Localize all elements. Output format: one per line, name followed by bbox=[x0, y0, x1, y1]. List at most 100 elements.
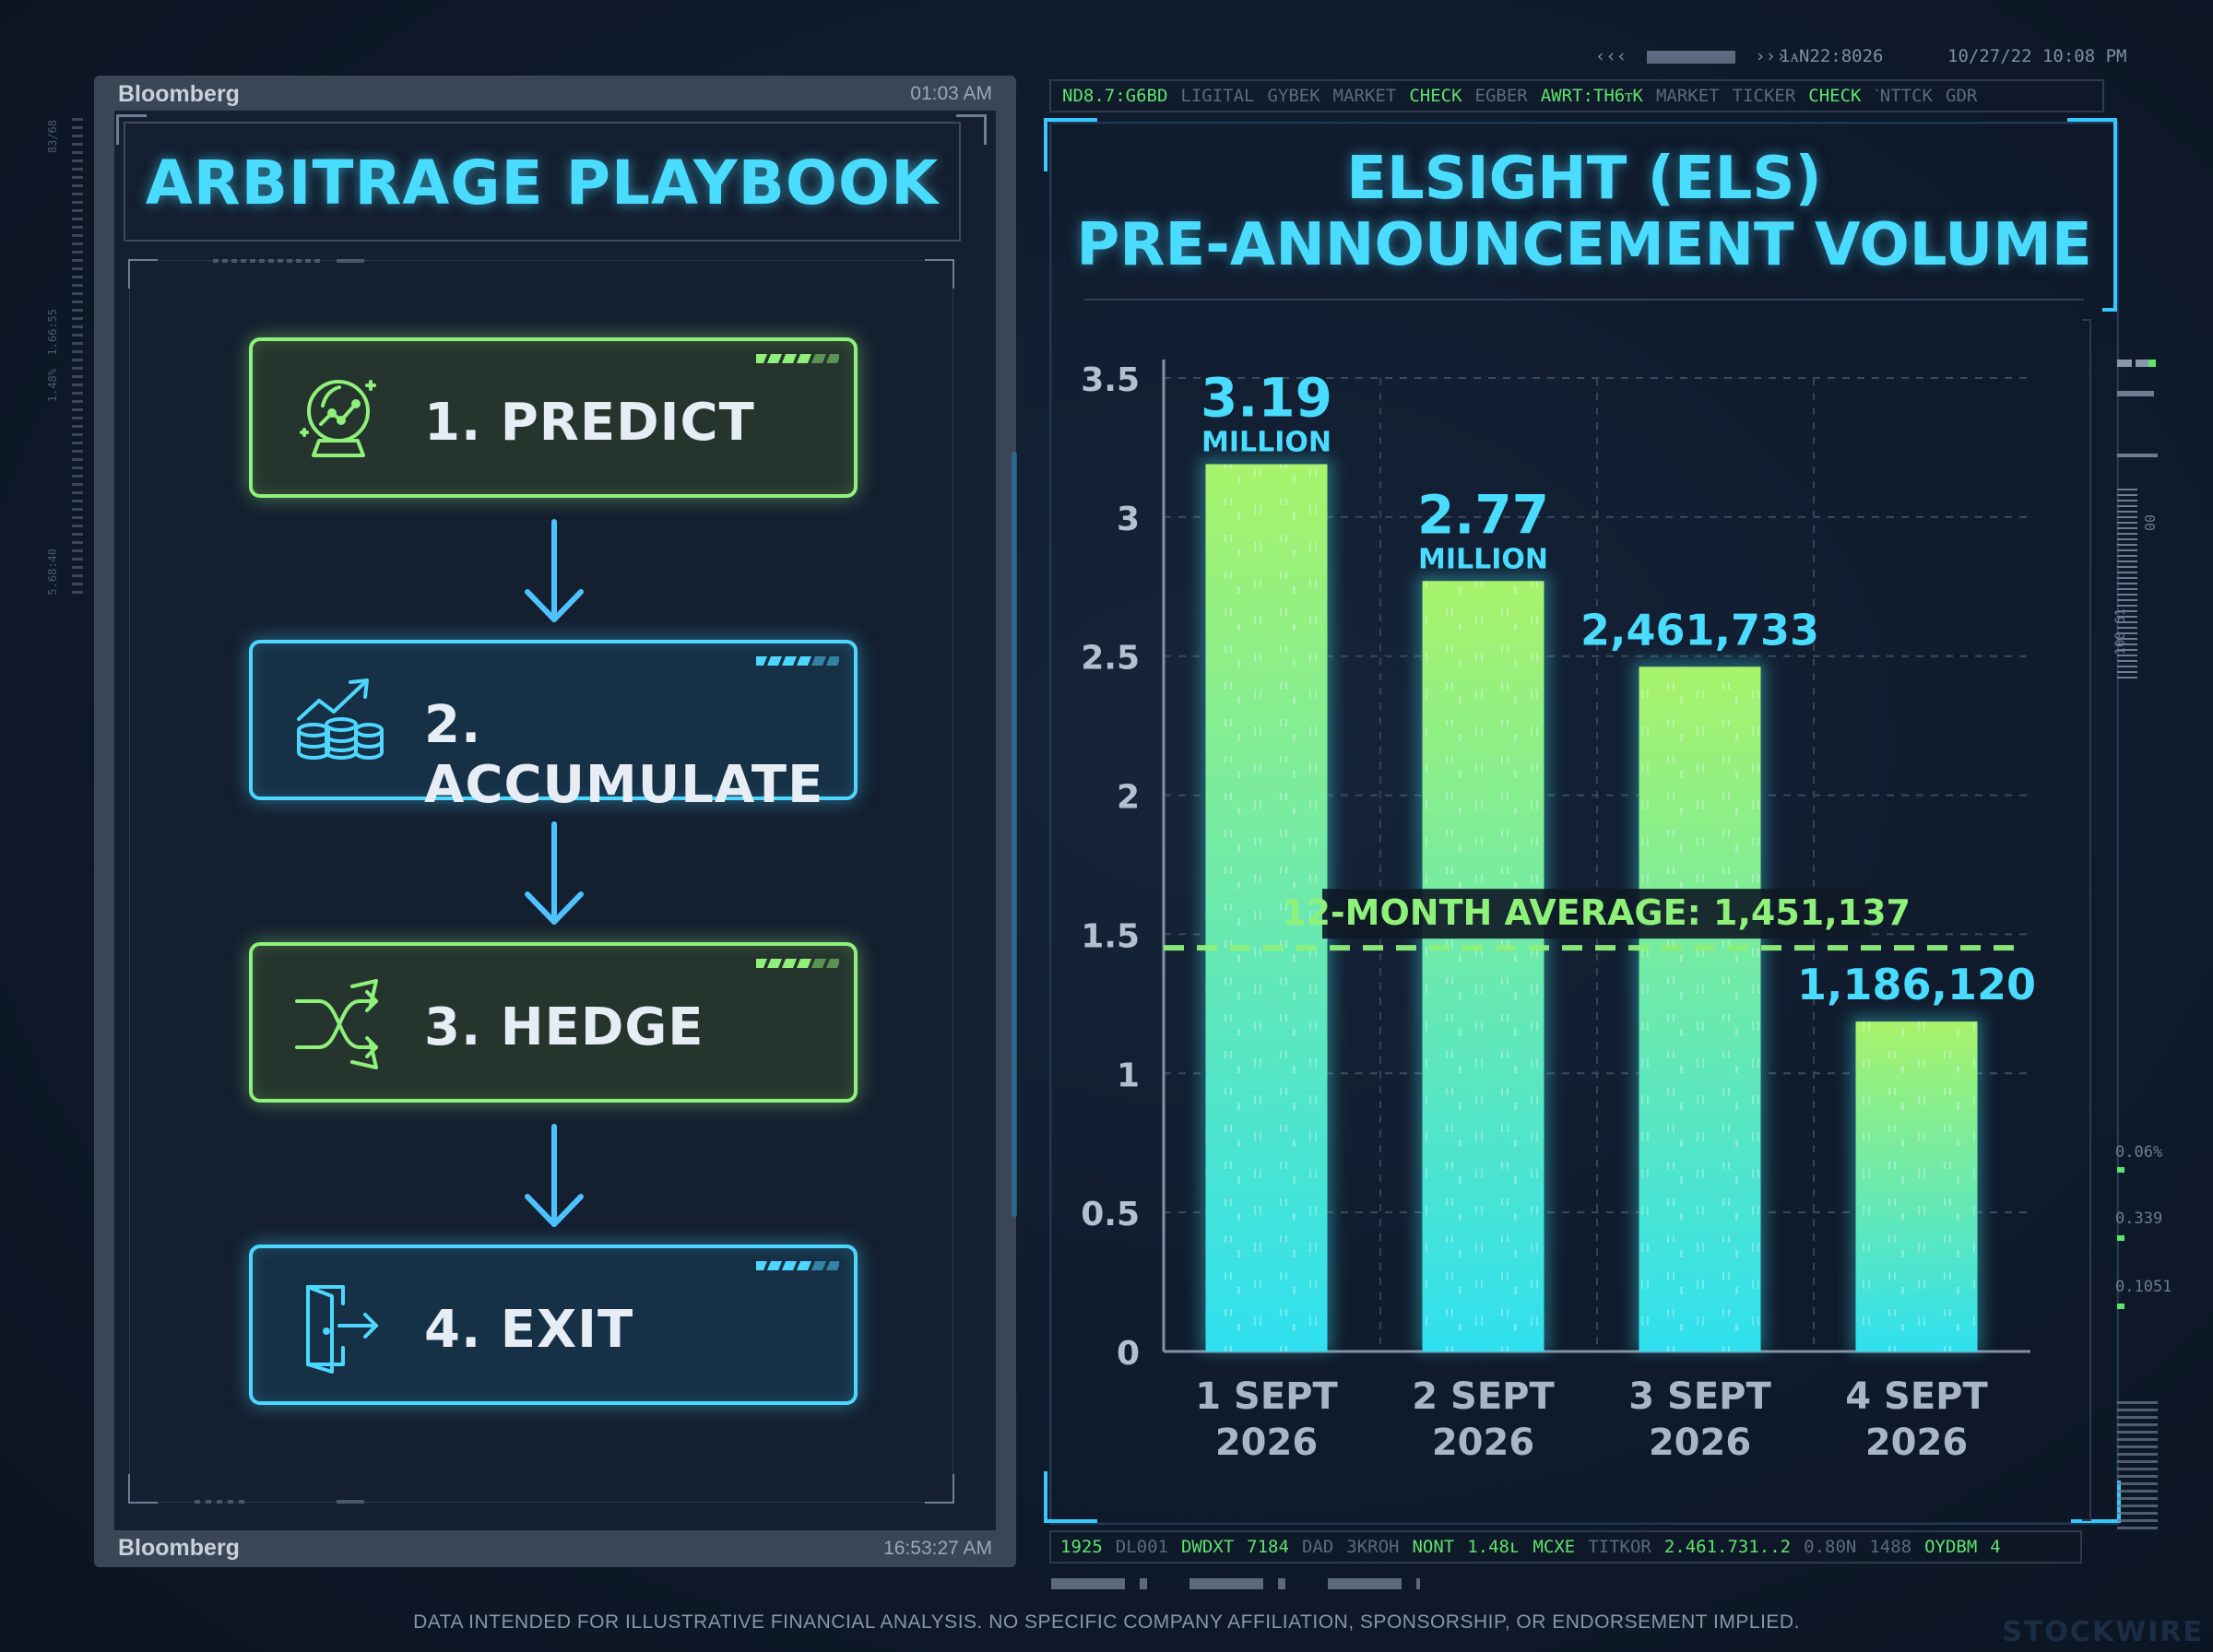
header-datetime: 10/27/22 10:08 PM bbox=[1947, 46, 2127, 66]
bar-value-label: 2.77 bbox=[1417, 483, 1549, 546]
ticker-bottom-item: MCXE bbox=[1533, 1537, 1576, 1557]
nav-prev-icon[interactable]: ‹‹‹ bbox=[1595, 46, 1627, 66]
x-tick-label: 2026 bbox=[1649, 1422, 1751, 1464]
crystal-ball-chart-icon bbox=[300, 380, 376, 457]
volume-chart-panel: ELSIGHT (ELS) PRE-ANNOUNCEMENT VOLUME 0 0… bbox=[1049, 122, 2119, 1525]
average-label: 12-MONTH AVERAGE: 1,451,137 bbox=[1282, 892, 1911, 933]
x-tick-label: 3 SEPT bbox=[1628, 1375, 1771, 1418]
time-bottom: 16:53:27 AM bbox=[883, 1538, 992, 1559]
ticker-top-item: GDR bbox=[1946, 86, 1978, 106]
arrow-down-icon bbox=[525, 1124, 584, 1227]
ticker-bottom: 1925 DL001 DWDXT 7184 DAD 3KROH NONT 1.48ʟ MCXE T… bbox=[1049, 1530, 2082, 1564]
status-stripes bbox=[756, 354, 839, 363]
y-tick-label: 0 bbox=[1117, 1335, 1140, 1373]
step-hedge[interactable]: 3. HEDGE bbox=[249, 942, 858, 1103]
side-readout-left-3: 1.48% bbox=[46, 369, 59, 403]
status-dot bbox=[2117, 1235, 2124, 1241]
bar-value-label: 3.19 bbox=[1201, 367, 1332, 430]
shuffle-arrows-icon bbox=[295, 979, 378, 1069]
side-readout-right-3: 0.1051 bbox=[2115, 1278, 2172, 1296]
average-label-bg bbox=[1322, 889, 1870, 939]
y-tick-label: 2.5 bbox=[1081, 640, 1140, 678]
nav-next-icon[interactable]: ››› bbox=[1755, 46, 1787, 66]
step-label: 2. ACCUMULATE bbox=[424, 695, 824, 815]
playbook-title: ARBITRAGE PLAYBOOK bbox=[145, 148, 940, 218]
ticker-top-item: GYBEK bbox=[1267, 86, 1320, 106]
title-rule bbox=[1084, 299, 2084, 301]
ticker-top-item: CHECK bbox=[1808, 86, 1862, 106]
bottom-barcode bbox=[1051, 1578, 1420, 1589]
frame-corner bbox=[956, 114, 987, 145]
progress-bar bbox=[1646, 50, 1735, 64]
side-readout-right-5: 100.61 bbox=[2113, 608, 2128, 655]
ticker-bottom-item: DWDXT bbox=[1180, 1537, 1235, 1557]
step-label: 1. PREDICT bbox=[424, 393, 755, 453]
coins-growth-icon bbox=[297, 678, 384, 760]
playbook-title-box: ARBITRAGE PLAYBOOK bbox=[124, 122, 961, 242]
bar-texture bbox=[1422, 581, 1544, 1351]
ticker-bottom-item: 0.80N bbox=[1804, 1537, 1857, 1557]
side-bars bbox=[2117, 454, 2158, 457]
ticker-bottom-item: OYDBM bbox=[1924, 1537, 1978, 1557]
ticker-bottom-item: 1.48ʟ bbox=[1467, 1537, 1521, 1557]
exit-door-icon bbox=[306, 1285, 378, 1374]
x-tick-label: 2026 bbox=[1432, 1422, 1534, 1464]
ticker-top: ND8.7:G6BD LIGITAL GYBEK MARKET CHECK EGBER AW… bbox=[1049, 79, 2104, 112]
bloomberg-label-top: Bloomberg bbox=[118, 81, 240, 107]
bloomberg-label-bottom: Bloomberg bbox=[118, 1535, 240, 1561]
scale-ticks-left bbox=[72, 118, 83, 597]
arrow-down-icon bbox=[525, 519, 584, 622]
side-level-meter bbox=[2117, 1401, 2158, 1530]
side-readout-right-1: 0.06% bbox=[2115, 1143, 2163, 1162]
header-nav[interactable]: ‹‹‹ ››› bbox=[1595, 46, 1787, 66]
side-readout-left-1: 83/68 bbox=[46, 120, 59, 154]
ticker-bottom-item: 1925 bbox=[1060, 1537, 1103, 1557]
frame-tick bbox=[337, 259, 364, 263]
step-exit[interactable]: 4. EXIT bbox=[249, 1245, 858, 1405]
bar-value-unit: MILLION bbox=[1418, 543, 1548, 575]
ticker-top-item: MARKET bbox=[1655, 86, 1720, 106]
side-readout-right-2: 0.339 bbox=[2115, 1210, 2163, 1228]
side-bars bbox=[2117, 391, 2154, 396]
step-accumulate[interactable]: 2. ACCUMULATE bbox=[249, 640, 858, 815]
bar-value-label: 2,461,733 bbox=[1580, 605, 1819, 655]
ticker-top-item: CHECK bbox=[1409, 86, 1462, 106]
side-bars bbox=[2117, 360, 2154, 367]
side-readout-left-2: 1.66:55 bbox=[46, 309, 59, 356]
bar-value-unit: MILLION bbox=[1201, 427, 1331, 459]
chart-title-line-2: PRE-ANNOUNCEMENT VOLUME bbox=[1076, 211, 2092, 279]
step-predict[interactable]: 1. PREDICT bbox=[249, 337, 858, 498]
ticker-bottom-item: 3KROH bbox=[1346, 1537, 1400, 1557]
x-tick-label: 2026 bbox=[1215, 1422, 1318, 1464]
frame-corner bbox=[116, 114, 147, 145]
status-stripes bbox=[756, 959, 839, 968]
arrow-down-icon bbox=[525, 821, 584, 925]
scale-ticks-right bbox=[2117, 489, 2137, 682]
ticker-top-item: AWRT:TH6ᴛK bbox=[1540, 86, 1643, 106]
frame-tick bbox=[213, 259, 324, 263]
right-rail bbox=[2082, 319, 2091, 1521]
ticker-bottom-item: 2.461.731..2 bbox=[1663, 1537, 1792, 1557]
y-tick-label: 1 bbox=[1117, 1056, 1140, 1094]
bar-texture bbox=[1639, 667, 1761, 1351]
frame-corner bbox=[925, 259, 954, 289]
frame-corner bbox=[925, 1474, 954, 1504]
disclaimer: DATA INTENDED FOR ILLUSTRATIVE FINANCIAL… bbox=[413, 1611, 1800, 1633]
bar-texture bbox=[1855, 1021, 1978, 1351]
status-stripes bbox=[756, 656, 839, 666]
chart-title-line-1: ELSIGHT (ELS) bbox=[1346, 145, 1822, 213]
status-stripes bbox=[756, 1261, 839, 1270]
x-tick-label: 2026 bbox=[1865, 1422, 1968, 1464]
chart-title: ELSIGHT (ELS) PRE-ANNOUNCEMENT VOLUME bbox=[1051, 146, 2117, 278]
ticker-bottom-item: DAD bbox=[1301, 1537, 1334, 1557]
chart-panel-corners bbox=[1044, 118, 2121, 1523]
x-tick-label: 4 SEPT bbox=[1845, 1375, 1988, 1418]
ticker-bottom-item: 4 bbox=[1990, 1537, 2001, 1557]
side-readout-left-4: 5.68:40 bbox=[46, 549, 59, 596]
frame-corner bbox=[128, 259, 158, 289]
status-dot bbox=[2117, 1167, 2124, 1173]
ticker-top-item: MARKET bbox=[1332, 86, 1397, 106]
time-top: 01:03 AM bbox=[910, 83, 992, 104]
panel-divider bbox=[1012, 452, 1017, 1217]
